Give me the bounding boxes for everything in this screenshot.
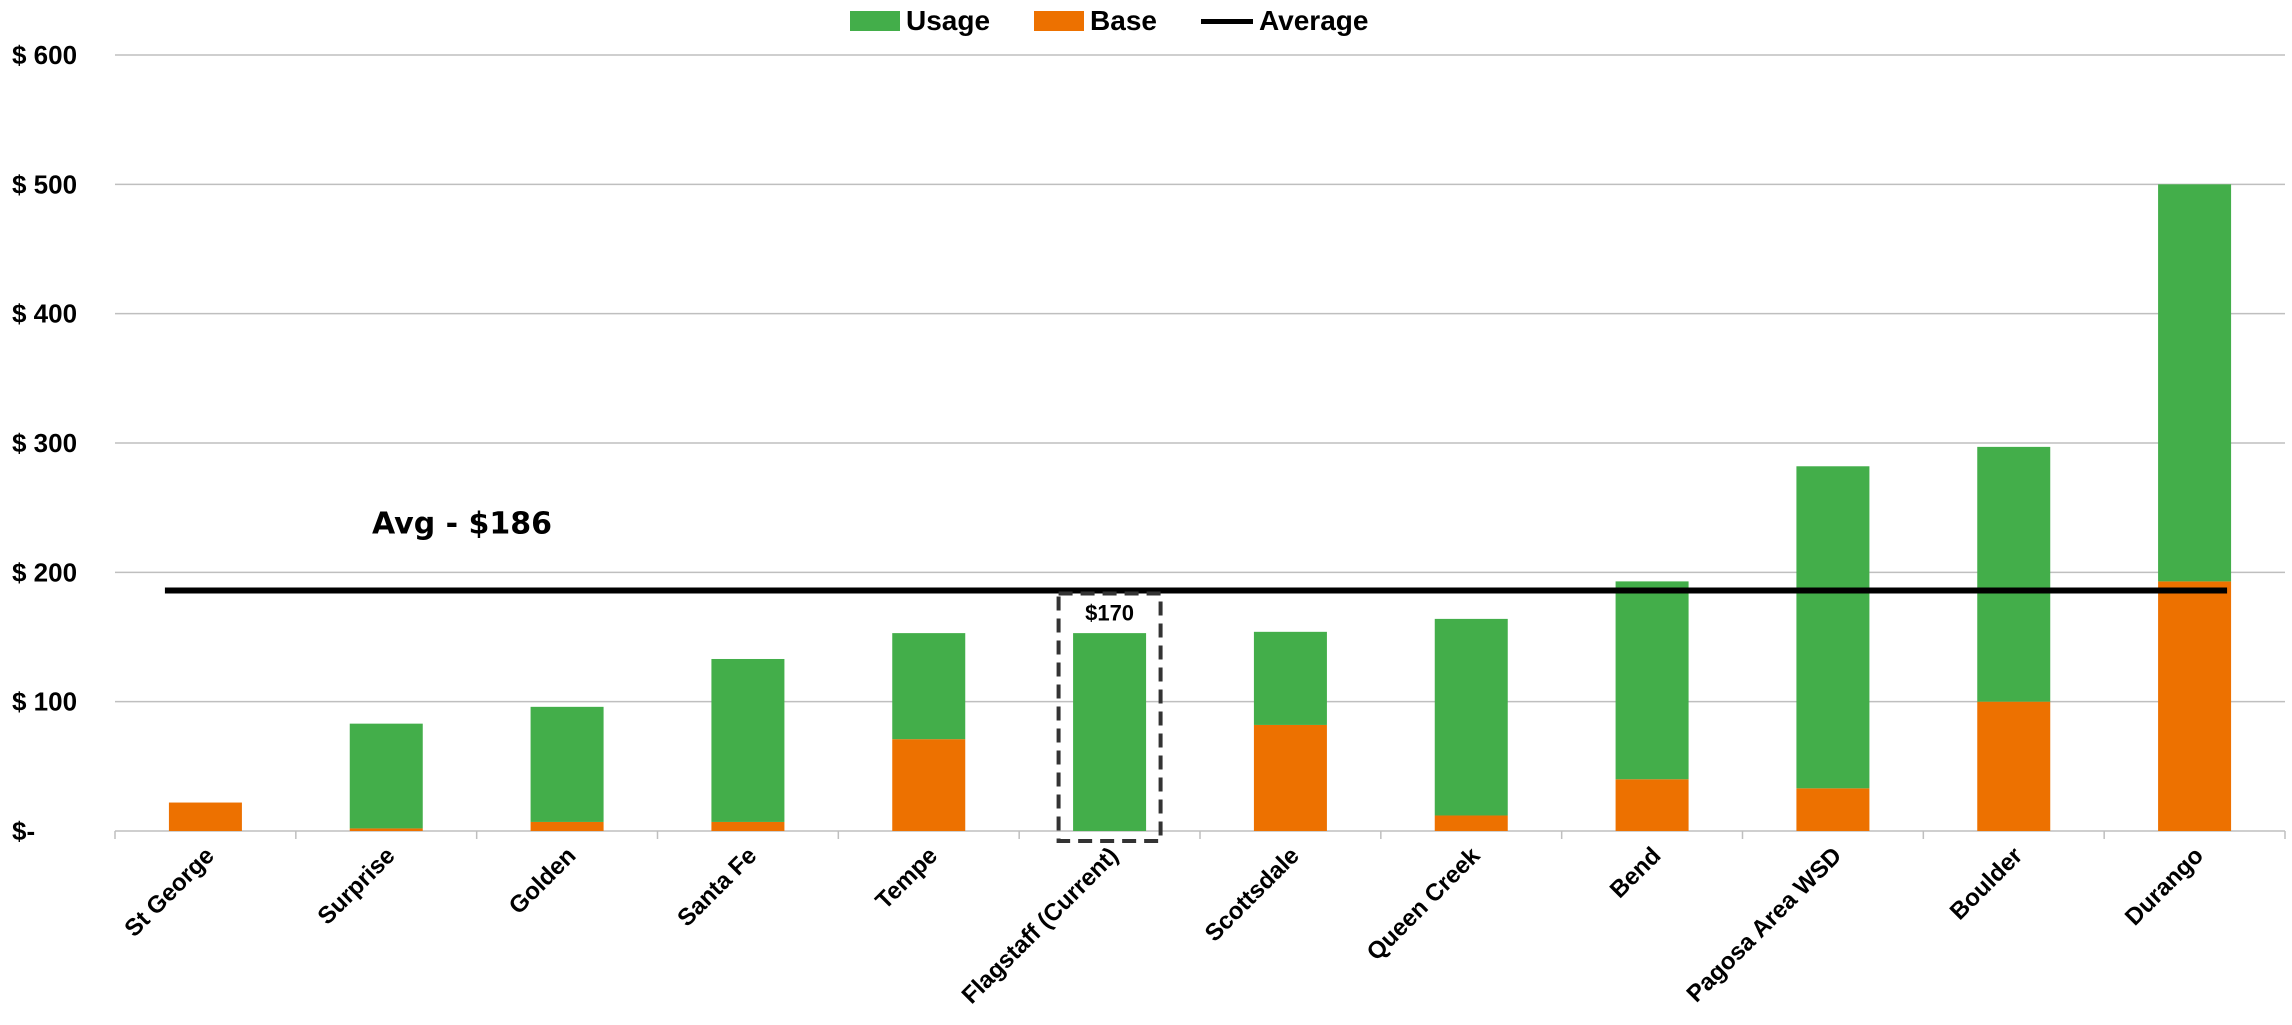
overlay: Avg - $186 $170 [164,506,2228,843]
bar-usage-bend [1615,581,1689,780]
bar-base-golden [530,821,604,831]
y-tick-label: $ 100 [12,687,77,717]
x-axis-ticks: St George Surprise Golden Santa Fe Tempe Flag… [119,842,2208,1010]
average-label: Avg - $186 [372,506,552,541]
x-tick-label-golden: Golden [504,842,582,920]
y-tick-label: $ 600 [12,40,77,70]
bar-base-st-george [168,802,242,831]
x-tick-label-surprise: Surprise [313,842,401,930]
legend-item-usage: Usage [850,5,990,37]
legend-label-usage: Usage [906,5,991,36]
bar-usage-surprise [349,723,423,829]
x-tick-label-tempe: Tempe [870,842,943,915]
y-tick-label: $ 200 [12,557,77,587]
bar-base-tempe [892,739,966,831]
bar-usage-boulder [1977,446,2051,702]
highlight-box [1056,591,1163,843]
bar-base-durango [2158,581,2232,831]
bar-base-boulder [1977,701,2051,831]
bar-base-surprise [349,828,423,831]
bars [168,184,2232,831]
bar-base-pagosa-area-wsd [1796,788,1870,831]
x-tick-label-st-george: St George [119,842,219,942]
x-tick-label-durango: Durango [2120,842,2209,931]
x-tick-label-santa-fe: Santa Fe [672,842,762,932]
bar-usage-scottsdale [1253,631,1327,725]
bar-base-bend [1615,779,1689,831]
bar-usage-durango [2158,184,2232,582]
y-tick-label: $ 400 [12,299,77,329]
bar-usage-golden [530,706,604,822]
legend-item-base: Base [1034,5,1157,37]
x-tick-label-pagosa-area-wsd: Pagosa Area WSD [1682,842,1848,1008]
x-tick-label-scottsdale: Scottsdale [1200,842,1305,947]
legend-swatch-usage [850,11,900,31]
bar-usage-santa-fe [711,658,785,822]
x-tick-label-flagstaff-current: Flagstaff (Current) [957,842,1124,1009]
bar-base-scottsdale [1253,724,1327,831]
y-tick-label: $ 500 [12,169,77,199]
legend-label-base: Base [1090,5,1157,36]
gridlines [114,54,2286,839]
bar-base-santa-fe [711,821,785,831]
legend-label-average: Average [1258,5,1369,36]
y-axis-ticks: $- $ 100 $ 200 $ 300 $ 400 $ 500 $ 600 [12,40,77,846]
y-tick-label: $ 300 [12,428,77,458]
legend-item-average: Average [1200,5,1369,37]
bar-usage-queen-creek [1434,618,1508,816]
highlight-value-label: $170 [1085,600,1134,625]
bar-usage-flagstaff-current [1073,633,1147,831]
legend-swatch-base [1034,11,1085,31]
x-tick-label-queen-creek: Queen Creek [1362,842,1486,966]
bar-usage-tempe [892,633,966,740]
chart-legend: Usage Base Average [850,4,1412,38]
y-tick-label: $- [12,816,35,846]
x-tick-label-boulder: Boulder [1945,842,2028,925]
bar-base-queen-creek [1434,815,1508,831]
legend-swatch-average [1200,18,1253,24]
bar-usage-pagosa-area-wsd [1796,466,1870,789]
x-tick-label-bend: Bend [1605,842,1667,904]
